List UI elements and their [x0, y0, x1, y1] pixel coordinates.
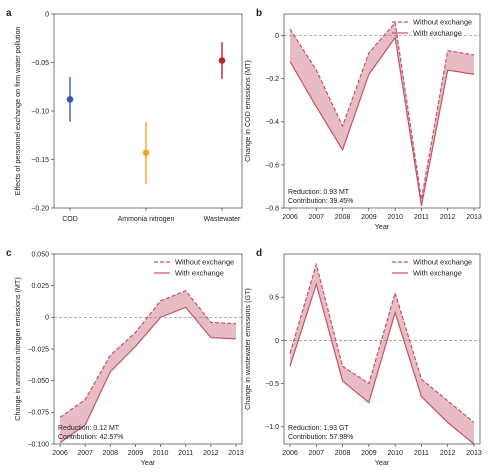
panel-d-xtick-label: 2006 [282, 450, 298, 457]
panel-d-series-1-line [289, 282, 475, 445]
panel-c-series-1-line [59, 306, 237, 444]
point-0 [66, 96, 74, 103]
panel-d-frame [283, 253, 481, 445]
panel-d-xtick-label: 2008 [335, 450, 351, 457]
panel-c-ytick-label: 0.050 [31, 251, 49, 258]
panel-c-xtick-label: 2011 [178, 450, 193, 457]
panel-a-xtick-label: COD [62, 216, 78, 223]
panel-c-legend-label-1: With exchange [175, 269, 224, 278]
panel-b-ytick-label: −0.4 [265, 119, 279, 126]
panel-b-xtick-label: 2011 [414, 214, 429, 221]
panel-a-letter: a [6, 8, 12, 19]
panel-c-x-axis-label: Year [141, 458, 156, 467]
panel-c-xtick-label: 2012 [203, 450, 219, 457]
panel-a-frame [53, 13, 243, 209]
panel-d-annotation-0: Reduction: 1.93 GT [288, 425, 349, 432]
panel-c-ytick-label: −0.050 [27, 378, 49, 385]
point-2 [218, 57, 226, 64]
panel-a-ytick-label: −0.05 [31, 60, 49, 67]
panel-b-xtick-label: 2009 [361, 214, 377, 221]
panel-b-ytick-label: −0.8 [265, 205, 279, 212]
panel-d-xtick-label: 2013 [466, 450, 482, 457]
panel-d-xtick-label: 2007 [308, 450, 324, 457]
panel-a-xtick-label: Ammonia nitrogen [118, 216, 175, 223]
panel-c-xtick-label: 2008 [102, 450, 118, 457]
panel-c-y-axis-label: Change in ammonia nitrogen emissions (MT… [13, 277, 22, 420]
panel-d-y-axis-label: Change in wastewater emissions (GT) [243, 288, 252, 410]
panel-d-ytick-label: −0.5 [265, 381, 279, 388]
panel-c-ytick-label: 0.025 [31, 283, 49, 290]
panel-b-ytick-label: 0 [275, 33, 279, 40]
panel-b: b 0 −0.2 −0.4 −0.6 −0.8 Change in COD emission… [243, 8, 482, 231]
panel-b-frame [283, 13, 481, 209]
panel-d-series-0-line [289, 262, 475, 423]
panel-a: a 0 −0.05 −0.10 −0.15 −0.20 Effects of personn… [6, 8, 243, 223]
panel-c-ytick-label: 0 [45, 315, 49, 322]
panel-a-y-axis-label: Effects of personnel exchange on firm wa… [13, 27, 22, 196]
panel-c-ytick-label: −0.100 [27, 441, 49, 448]
panel-d-ytick-label: 0.5 [269, 295, 279, 302]
panel-c-annotation-1: Contribution: 42.57% [58, 434, 123, 441]
panel-a-ytick-label: −0.20 [31, 205, 49, 212]
panel-b-xtick-label: 2012 [440, 214, 456, 221]
panel-c-ytick-label: −0.075 [27, 410, 49, 417]
panel-a-xtick-label: Wastewater [204, 216, 241, 223]
panel-a-ytick-label: 0 [45, 11, 49, 18]
panel-b-x-axis-label: Year [375, 222, 390, 231]
panel-b-xtick-label: 2007 [308, 214, 324, 221]
panel-b-series-1-line [289, 36, 475, 206]
panel-b-xtick-label: 2006 [282, 214, 298, 221]
panel-c-xtick-label: 2013 [228, 450, 244, 457]
panel-d-xtick-label: 2009 [361, 450, 377, 457]
panel-c-xtick-label: 2009 [128, 450, 144, 457]
panel-c-series-0-line [59, 290, 237, 418]
panel-b-annotation-0: Reduction: 0.93 MT [288, 189, 350, 196]
panel-d-xtick-label: 2012 [440, 450, 456, 457]
panel-b-y-axis-label: Change in COD emissions (MT) [243, 60, 252, 162]
panel-c-xtick-label: 2010 [153, 450, 169, 457]
panel-d-x-axis-label: Year [375, 458, 390, 467]
panel-c-ytick-label: −0.025 [27, 346, 49, 353]
panel-b-annotation-1: Contribution: 39.45% [288, 198, 353, 205]
panel-d-gap-fill [290, 264, 474, 444]
panel-d-xtick-label: 2010 [387, 450, 403, 457]
panel-c-letter: c [6, 248, 12, 259]
panel-d: d 0.5 0 −0.5 −1.0 Change in wastewater emissi… [243, 248, 482, 467]
panel-c-xtick-label: 2006 [52, 450, 68, 457]
panel-a-ytick-label: −0.10 [31, 108, 49, 115]
point-1 [142, 149, 150, 157]
panel-b-xtick-label: 2008 [335, 214, 351, 221]
panel-c-xtick-label: 2007 [77, 450, 93, 457]
panel-c-annotation-0: Reduction: 0.12 MT [58, 425, 120, 432]
panel-b-xtick-label: 2013 [466, 214, 482, 221]
panel-c-gap-fill [60, 290, 236, 443]
panel-b-xtick-label: 2010 [387, 214, 403, 221]
panel-b-letter: b [256, 8, 262, 19]
panel-d-letter: d [256, 248, 262, 259]
panel-d-legend-label-1: With exchange [413, 269, 462, 278]
panel-d-ytick-label: −1.0 [265, 424, 279, 431]
panel-d-ytick-label: 0 [275, 338, 279, 345]
panel-b-legend-label-0: Without exchange [413, 18, 472, 27]
panel-d-xtick-label: 2011 [414, 450, 429, 457]
panel-b-ytick-label: −0.6 [265, 162, 279, 169]
panel-c: c 0.050 0.025 0 −0.025 −0.050 −0.075 −0.100 Chan… [6, 248, 244, 467]
panel-c-legend-label-0: Without exchange [175, 258, 234, 267]
panel-d-annotation-1: Contribution: 57.98% [288, 434, 353, 441]
panel-d-legend-label-0: Without exchange [413, 258, 472, 267]
panel-b-ytick-label: −0.2 [265, 76, 279, 83]
panel-b-gap-fill [290, 22, 474, 206]
panel-b-legend-label-1: With exchange [413, 29, 462, 38]
panel-a-ytick-label: −0.15 [31, 157, 49, 164]
